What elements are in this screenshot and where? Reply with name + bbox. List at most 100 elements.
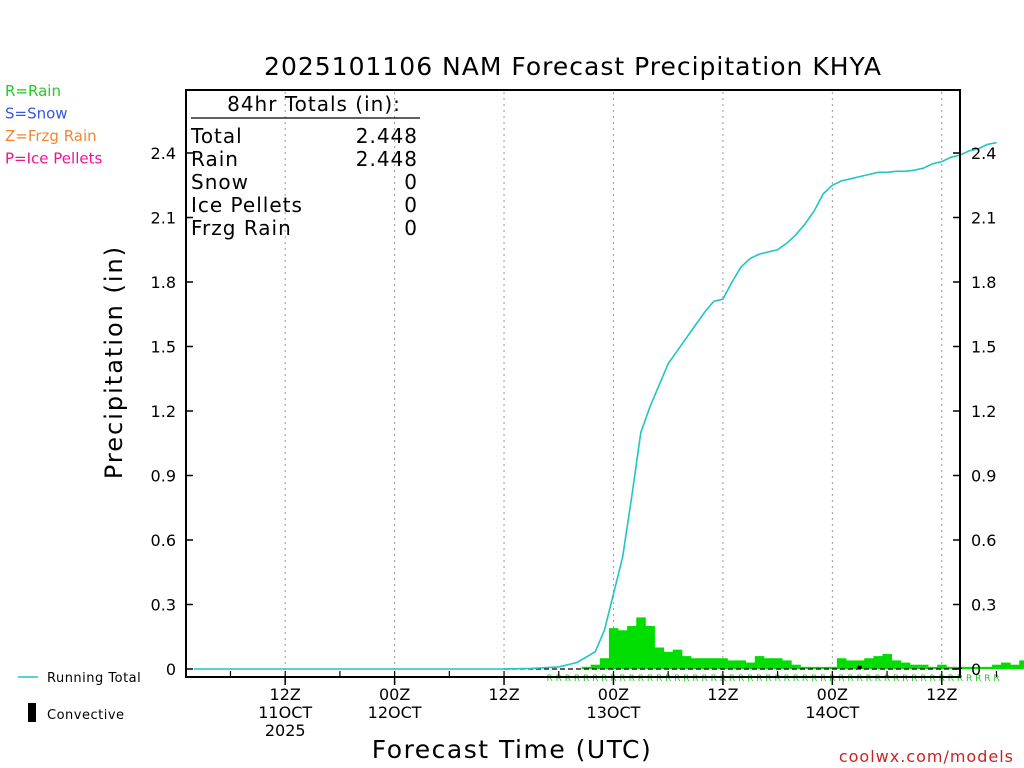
totals-row-label: Ice Pellets [191, 193, 303, 217]
precip-type-marker: R [583, 674, 589, 684]
precip-type-marker: R [601, 674, 607, 684]
precip-bar [608, 628, 619, 669]
x-tick-label: 11OCT [258, 703, 312, 722]
precip-bar [900, 662, 911, 669]
precip-type-marker: R [847, 674, 853, 684]
precip-type-marker: R [656, 674, 662, 684]
y-tick-label-right: 2.1 [971, 209, 996, 228]
totals-header: 84hr Totals (in): [227, 92, 401, 116]
precip-type-marker: R [756, 674, 762, 684]
convective-legend-swatch [28, 703, 36, 722]
precip-type-marker: R [966, 674, 972, 684]
precip-bar [909, 664, 920, 669]
y-tick-label-left: 0.6 [151, 531, 176, 550]
y-axis-label: Precipitation (in) [100, 245, 128, 479]
precip-type-marker: R [665, 674, 671, 684]
y-tick-label-left: 0.9 [151, 467, 176, 486]
precip-type-marker: R [793, 674, 799, 684]
precip-bar [891, 660, 902, 669]
precip-bar [690, 658, 701, 669]
precip-bar [946, 666, 956, 669]
totals-row-label: Rain [191, 147, 239, 171]
totals-row-value: 2.448 [356, 147, 418, 171]
precip-type-marker: R [911, 674, 917, 684]
x-tick-label: 13OCT [587, 703, 641, 722]
y-tick-label-left: 1.5 [151, 338, 176, 357]
totals-row-value: 0 [404, 170, 418, 194]
precip-bar [846, 660, 856, 669]
precip-bar [763, 658, 774, 669]
precip-bar [982, 666, 993, 669]
precip-type-legend-item: R=Rain [5, 82, 61, 100]
precip-bar [1019, 660, 1024, 669]
precip-bar [581, 666, 592, 669]
precip-bar [973, 666, 984, 669]
totals-row-label: Total [190, 124, 243, 148]
totals-row-value: 0 [404, 216, 418, 240]
y-axis-left: 0 0.3 0.6 0.9 1.2 1.5 1.8 2.1 2.4 [151, 144, 193, 679]
precip-type-marker: R [774, 674, 780, 684]
precip-type-marker: R [647, 674, 653, 684]
precip-bar [873, 656, 883, 669]
precip-type-marker: R [857, 674, 863, 684]
precip-type-marker: R [674, 674, 680, 684]
x-tick-label: 12Z [707, 685, 738, 704]
y-tick-label-left: 0.3 [151, 596, 176, 615]
y-tick-label-left: 2.1 [151, 209, 176, 228]
precip-type-marker: R [993, 674, 999, 684]
chart-title: 2025101106 NAM Forecast Precipitation KH… [264, 52, 882, 81]
precip-type-marker: R [738, 674, 744, 684]
precip-type-marker: R [574, 674, 580, 684]
precip-bar [681, 656, 692, 669]
precip-type-marker: R [975, 674, 981, 684]
totals-row-value: 0 [404, 193, 418, 217]
x-tick-label: 12OCT [368, 703, 422, 722]
precip-bar [718, 658, 728, 669]
precip-bar [882, 653, 893, 669]
precip-bar [782, 660, 792, 669]
x-axis-label: Forecast Time (UTC) [372, 735, 652, 764]
precip-bar [800, 666, 810, 669]
precip-bar [864, 658, 874, 669]
precip-bar [1001, 662, 1011, 669]
precip-bar [855, 660, 865, 669]
y-tick-label-left: 1.2 [151, 402, 176, 421]
precip-type-marker: R [902, 674, 908, 684]
y-tick-label-right: 0.3 [971, 596, 996, 615]
precip-type-marker: R [729, 674, 735, 684]
precip-type-legend-item: Z=Frzg Rain [5, 127, 97, 145]
precip-bar [791, 664, 801, 669]
precip-bar [991, 664, 1002, 669]
totals-row-label: Frzg Rain [191, 216, 292, 240]
precip-type-marker: R [893, 674, 899, 684]
precip-bar [627, 626, 637, 669]
totals-row-value: 2.448 [356, 124, 418, 148]
y-tick-label-left: 1.8 [151, 273, 176, 292]
y-tick-label-right: 1.2 [971, 402, 996, 421]
precip-type-marker: R [875, 674, 881, 684]
precip-type-marker: R [884, 674, 890, 684]
precip-bar [645, 626, 655, 669]
precip-type-marker: R [838, 674, 844, 684]
precip-bar [836, 658, 847, 669]
y-tick-label-right: 0.9 [971, 467, 996, 486]
x-tick-label: 12Z [488, 685, 519, 704]
precip-bar [809, 666, 820, 669]
running-total-legend-label: Running Total [47, 671, 141, 686]
precip-bar [937, 664, 947, 669]
x-tick-label: 12Z [926, 685, 957, 704]
precip-type-marker: R [957, 674, 963, 684]
precip-type-marker: R [765, 674, 771, 684]
precip-type-marker: R [747, 674, 753, 684]
precip-bar [636, 617, 646, 669]
precip-bar [618, 630, 628, 669]
totals-row-label: Snow [191, 170, 249, 194]
precip-type-marker: R [984, 674, 990, 684]
x-tick-label: 12Z [270, 685, 301, 704]
y-tick-label-right: 0 [971, 660, 981, 679]
precip-type-marker: R [820, 674, 826, 684]
precip-bar [727, 660, 737, 669]
precip-type-legend-item: P=Ice Pellets [5, 150, 102, 168]
precip-bar [700, 658, 710, 669]
precip-type-marker: R [619, 674, 625, 684]
